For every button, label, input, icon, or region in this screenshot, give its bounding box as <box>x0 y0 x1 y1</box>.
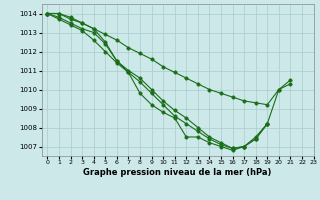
X-axis label: Graphe pression niveau de la mer (hPa): Graphe pression niveau de la mer (hPa) <box>84 168 272 177</box>
